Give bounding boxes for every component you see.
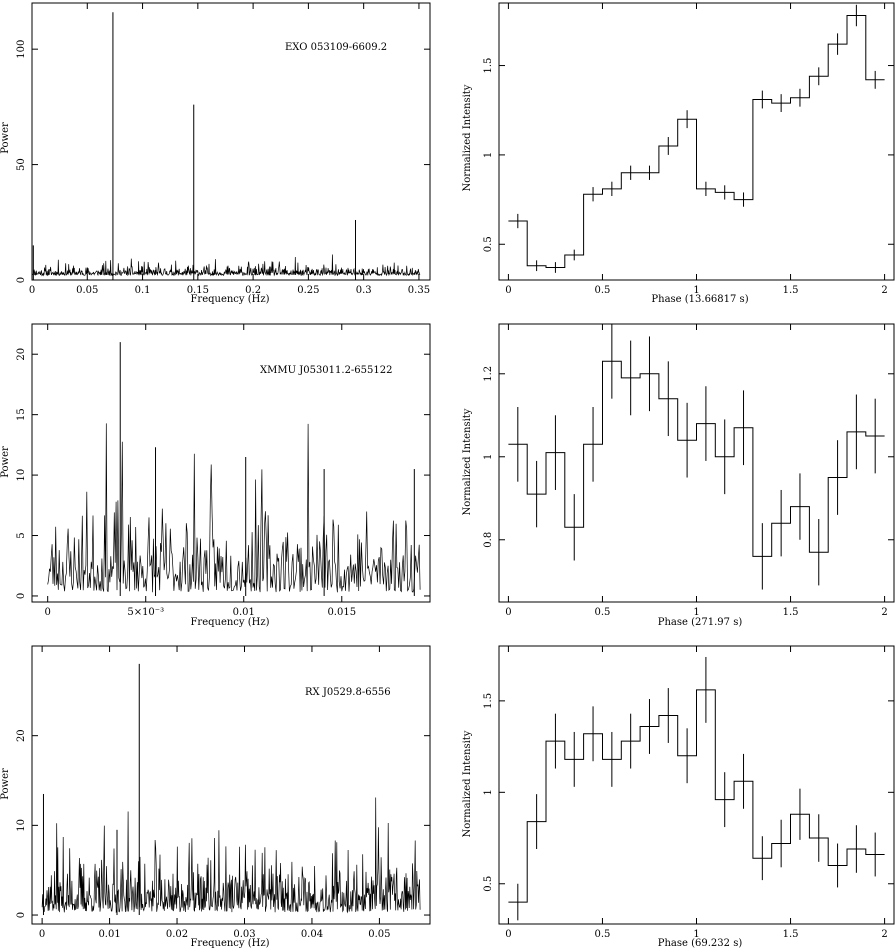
power-spectrum-line [41, 797, 421, 914]
x-tick-label: 0 [505, 285, 511, 296]
x-axis-title: Phase (69.232 s) [658, 938, 743, 949]
y-tick-label: 100 [16, 40, 27, 59]
x-tick-label: 0.05 [368, 929, 390, 940]
x-tick-label: 0.02 [166, 929, 188, 940]
x-tick-label: 0.3 [356, 285, 372, 296]
x-tick-label: 2 [881, 285, 887, 296]
y-tick-label: 0.5 [483, 876, 494, 892]
x-tick-label: 0.015 [327, 607, 356, 618]
y-tick-label: 1.5 [483, 693, 494, 709]
x-tick-label: 0.1 [135, 285, 151, 296]
x-tick-label: 0.03 [233, 929, 255, 940]
x-tick-label: 0.15 [187, 285, 209, 296]
x-tick-label: 1 [693, 607, 699, 618]
y-tick-label: 0 [16, 277, 27, 283]
power-spectrum-line [47, 423, 421, 593]
power-spectrum-xmmu: XMMU J053011.2-655122 Frequency (Hz) Pow… [0, 323, 431, 628]
x-tick-label: 0.5 [594, 285, 610, 296]
x-tick-label: 0.5 [594, 607, 610, 618]
y-tick-label: 0.5 [483, 236, 494, 252]
y-tick-label: 1.5 [483, 58, 494, 74]
x-tick-label: 0 [44, 607, 50, 618]
pulse-profile-xmmu: Phase (271.97 s) Normalized Intensity 0 0… [462, 323, 895, 628]
x-tick-label: 0.01 [233, 607, 255, 618]
x-tick-label: 0.04 [301, 929, 323, 940]
y-tick-label: 10 [16, 469, 27, 482]
x-tick-label: 0.01 [98, 929, 120, 940]
y-tick-label: 5 [16, 532, 27, 538]
y-axis-title: Normalized Intensity [462, 408, 473, 515]
y-tick-label: 20 [16, 348, 27, 361]
x-axis-title: Phase (13.66817 s) [651, 294, 748, 305]
plot-frame [31, 2, 431, 281]
y-tick-label: 0 [16, 912, 27, 918]
x-axis-title: Phase (271.97 s) [658, 617, 743, 628]
y-axis-title: Power [0, 768, 11, 800]
y-tick-label: 20 [16, 729, 27, 742]
y-axis-title: Power [0, 122, 11, 154]
x-tick-label: 1.5 [783, 929, 799, 940]
source-label: RX J0529.8-6556 [305, 687, 391, 698]
y-tick-label: 1 [483, 152, 494, 158]
x-axis-title: Frequency (Hz) [190, 617, 269, 628]
y-tick-label: 1.2 [483, 366, 494, 382]
x-tick-label: 0 [505, 607, 511, 618]
x-tick-label: 5×10⁻³ [127, 607, 164, 618]
plot-frame [31, 645, 431, 925]
y-tick-label: 1 [483, 789, 494, 795]
x-tick-label: 0.05 [76, 285, 98, 296]
x-tick-label: 0.2 [245, 285, 261, 296]
source-label: EXO 053109-6609.2 [285, 42, 387, 53]
y-tick-label: 50 [16, 158, 27, 171]
y-tick-label: 0.8 [483, 532, 494, 548]
pulse-profile-step [508, 15, 885, 268]
y-tick-label: 10 [16, 819, 27, 832]
x-tick-label: 2 [881, 607, 887, 618]
x-tick-label: 1.5 [783, 285, 799, 296]
x-tick-label: 0.35 [408, 285, 430, 296]
x-axis-title: Frequency (Hz) [190, 294, 269, 305]
x-tick-label: 0 [505, 929, 511, 940]
x-tick-label: 0.25 [297, 285, 319, 296]
y-axis-title: Normalized Intensity [462, 730, 473, 837]
plot-frame [31, 323, 431, 603]
x-tick-label: 1 [693, 285, 699, 296]
pulse-profile-rxj: Phase (69.232 s) Normalized Intensity 0 0… [462, 645, 895, 949]
power-spectrum-rxj: RX J0529.8-6556 Frequency (Hz) Power 0 0.… [0, 645, 431, 949]
y-tick-label: 0 [16, 593, 27, 599]
x-axis-title: Frequency (Hz) [190, 938, 269, 949]
source-label: XMMU J053011.2-655122 [260, 365, 392, 376]
x-tick-label: 0 [29, 285, 35, 296]
power-spectrum-exo: EXO 053109-6609.2 Frequency (Hz) Power 0… [0, 2, 431, 305]
x-tick-label: 2 [881, 929, 887, 940]
pulse-profile-exo: Phase (13.66817 s) Normalized Intensity … [462, 2, 895, 305]
y-axis-title: Power [0, 446, 11, 478]
y-tick-label: 1 [483, 454, 494, 460]
x-tick-label: 1.5 [783, 607, 799, 618]
x-tick-label: 1 [693, 929, 699, 940]
y-tick-label: 15 [16, 408, 27, 421]
x-tick-label: 0.5 [594, 929, 610, 940]
y-axis-title: Normalized Intensity [462, 84, 473, 191]
x-tick-label: 0 [39, 929, 45, 940]
